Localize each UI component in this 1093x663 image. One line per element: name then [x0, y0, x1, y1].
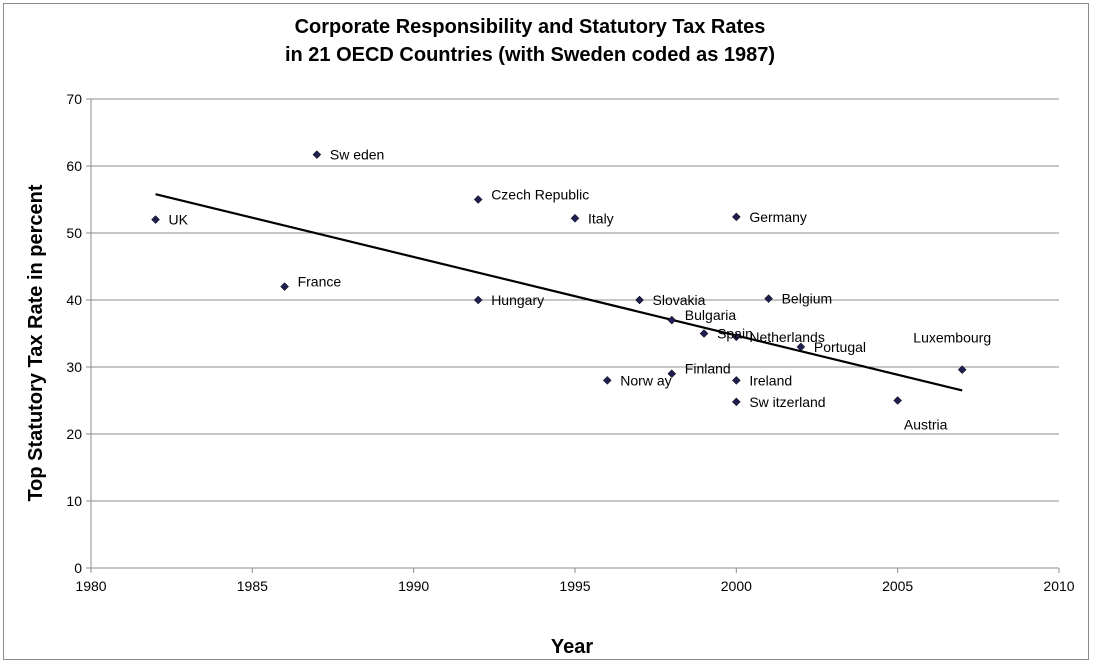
point-label: Czech Republic — [491, 187, 589, 203]
point-label: Bulgaria — [685, 307, 737, 323]
point-label: Norw ay — [620, 372, 671, 388]
axes — [86, 98, 1060, 573]
chart-title-line-2: in 21 OECD Countries (with Sweden coded … — [285, 44, 775, 66]
y-tick-label: 10 — [66, 493, 82, 509]
data-point — [667, 369, 677, 379]
y-tick-label: 70 — [66, 91, 82, 107]
point-label: Hungary — [491, 292, 544, 308]
point-label: Belgium — [782, 291, 833, 307]
data-point — [151, 215, 160, 224]
chart-title-line-1: Corporate Responsibility and Statutory T… — [295, 16, 766, 38]
y-axis-title: Top Statutory Tax Rate in percent — [25, 184, 47, 501]
y-tick-label: 60 — [66, 158, 82, 174]
x-tick-label: 1985 — [237, 578, 268, 594]
point-label: Sw eden — [330, 147, 384, 163]
data-point — [312, 150, 322, 159]
y-tick-label: 20 — [66, 426, 82, 442]
point-label: Ireland — [749, 372, 792, 388]
y-tick-label: 0 — [74, 560, 82, 576]
data-point — [731, 376, 741, 385]
data-point — [699, 329, 709, 338]
y-tick-label: 50 — [66, 225, 82, 241]
y-tick-label: 40 — [66, 292, 82, 308]
x-tick-label: 2010 — [1043, 578, 1074, 594]
data-points — [151, 150, 967, 407]
point-label: Germany — [749, 209, 807, 225]
data-point — [473, 195, 483, 204]
y-tick-label: 30 — [66, 359, 82, 375]
data-point — [667, 315, 677, 325]
x-tick-label: 2000 — [721, 578, 752, 594]
data-point — [280, 282, 289, 291]
x-axis-title: Year — [551, 636, 593, 658]
x-tick-label: 1990 — [398, 578, 429, 594]
point-label: Spain — [717, 326, 753, 342]
point-label: Slovakia — [653, 292, 706, 308]
point-label: Italy — [588, 210, 614, 226]
point-label: Sw itzerland — [749, 394, 825, 410]
data-point — [796, 342, 806, 352]
point-labels: UK France Sw eden Czech Republic Hungary Ital… — [169, 147, 992, 433]
data-point — [731, 397, 741, 407]
data-point — [731, 332, 741, 342]
scatter-chart: Corporate Responsibility and Statutory T… — [25, 16, 1075, 658]
trendline-group — [155, 193, 963, 392]
gridlines — [91, 98, 1059, 502]
data-point — [731, 212, 741, 222]
point-label: Finland — [685, 361, 731, 377]
data-point — [570, 213, 580, 223]
trendline — [155, 193, 963, 392]
tick-labels: 0 10 20 30 40 50 60 70 1980 1985 1990 1995 2000 2005 2… — [66, 91, 1074, 594]
point-label: Luxembourg — [913, 330, 991, 346]
point-label: Netherlands — [749, 329, 825, 345]
data-point — [635, 295, 644, 305]
x-tick-label: 2005 — [882, 578, 913, 594]
data-point — [893, 396, 903, 405]
point-label: France — [298, 274, 342, 290]
data-point — [473, 295, 483, 305]
x-tick-label: 1995 — [559, 578, 590, 594]
data-point — [764, 294, 773, 304]
data-point — [957, 365, 967, 375]
x-tick-label: 1980 — [75, 578, 106, 594]
point-label: UK — [169, 212, 189, 228]
point-label: Austria — [904, 417, 948, 433]
data-point — [602, 376, 612, 385]
chart-frame: Corporate Responsibility and Statutory T… — [3, 3, 1089, 660]
point-label: Portugal — [814, 339, 866, 355]
